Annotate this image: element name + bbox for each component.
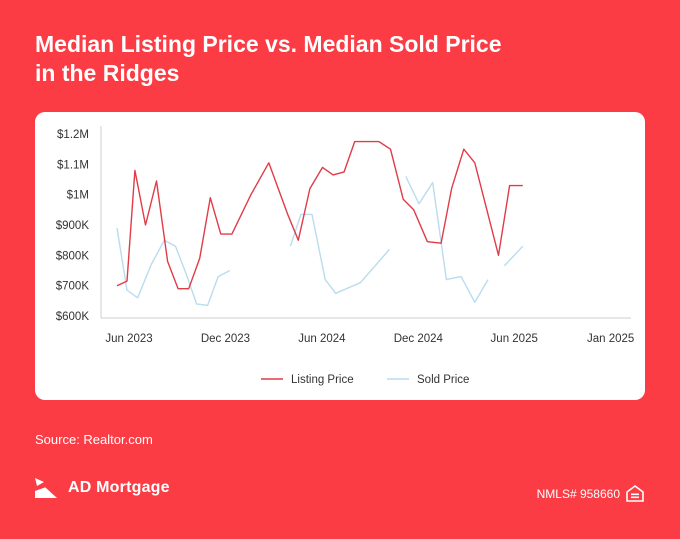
- legend-listing-label: Listing Price: [291, 374, 354, 386]
- y-tick-label: $1.2M: [57, 129, 89, 141]
- equal-housing-icon: [626, 485, 644, 502]
- y-tick-label: $1M: [67, 190, 89, 202]
- chart-title: Median Listing Price vs. Median Sold Pri…: [35, 30, 635, 88]
- y-tick-label: $800K: [56, 250, 90, 262]
- source-note: Source: Realtor.com: [35, 432, 153, 447]
- x-tick-label: Jan 2025: [587, 333, 634, 345]
- y-tick-label: $1.1M: [57, 159, 89, 171]
- legend-sold-label: Sold Price: [417, 374, 469, 386]
- listing-price-line: [116, 140, 523, 290]
- ad-mortgage-logo-icon: [35, 478, 57, 498]
- chart-title-line-2: in the Ridges: [35, 60, 180, 86]
- y-tick-label: $600K: [56, 311, 90, 323]
- nmls-number: NMLS# 958660: [536, 487, 620, 501]
- y-tick-label: $700K: [56, 281, 90, 293]
- sold-price-line: [116, 227, 231, 307]
- x-tick-label: Dec 2024: [394, 333, 444, 345]
- sold-price-line: [405, 176, 489, 303]
- line-chart: $600K $700K $800K $900K $1M $1.1M $1.2M Jun 202…: [56, 126, 634, 386]
- chart-title-line-1: Median Listing Price vs. Median Sold Pri…: [35, 31, 502, 57]
- x-tick-label: Jun 2025: [491, 333, 538, 345]
- y-tick-label: $900K: [56, 220, 90, 232]
- x-tick-label: Jun 2023: [105, 333, 152, 345]
- brand-name: AD Mortgage: [68, 479, 170, 496]
- chart-card: $600K $700K $800K $900K $1M $1.1M $1.2M Jun 202…: [35, 112, 645, 400]
- x-tick-label: Jun 2024: [298, 333, 346, 345]
- sold-price-line: [503, 245, 524, 267]
- sold-price-line: [289, 213, 391, 294]
- x-tick-label: Dec 2023: [201, 333, 250, 345]
- brand: AD Mortgage: [35, 478, 170, 498]
